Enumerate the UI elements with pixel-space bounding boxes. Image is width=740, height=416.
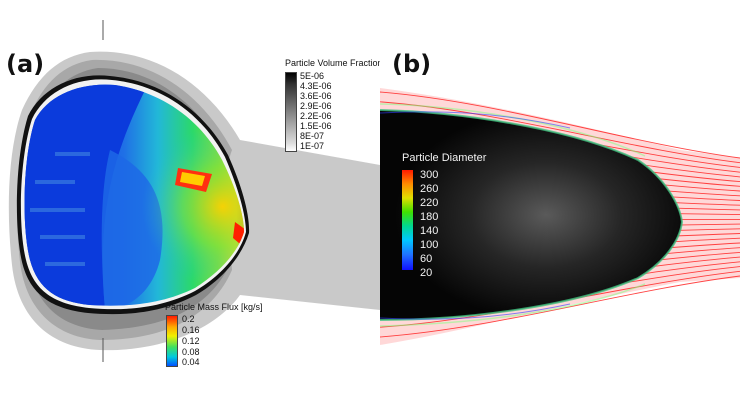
volume-fraction-legend-title: Particle Volume Fraction bbox=[285, 58, 380, 68]
diameter-tick: 300 bbox=[420, 169, 439, 181]
panel-a-label: (a) bbox=[6, 50, 45, 78]
panel-a: (a) Particle Volume Fraction 5E-06 4.3E-… bbox=[6, 20, 380, 367]
diameter-colorbar bbox=[402, 170, 413, 270]
vf-tick: 1E-07 bbox=[300, 141, 325, 151]
particle-trajectory-render bbox=[380, 88, 740, 345]
volume-fraction-colorbar bbox=[285, 72, 297, 152]
vf-tick: 5E-06 bbox=[300, 71, 325, 81]
diameter-tick: 140 bbox=[420, 225, 439, 237]
vf-tick: 2.9E-06 bbox=[300, 101, 332, 111]
panel-b: (b) Particle Diameter 300 260 220 180 14… bbox=[380, 0, 740, 416]
particle-streak bbox=[380, 91, 740, 159]
vf-tick: 3.6E-06 bbox=[300, 91, 332, 101]
mf-tick: 0.12 bbox=[182, 336, 200, 346]
mf-tick: 0.04 bbox=[182, 357, 200, 367]
mf-tick: 0.16 bbox=[182, 325, 200, 335]
vf-tick: 1.5E-06 bbox=[300, 121, 332, 131]
vf-tick: 4.3E-06 bbox=[300, 81, 332, 91]
diameter-tick: 100 bbox=[420, 239, 439, 251]
volume-fraction-render bbox=[8, 20, 380, 362]
vf-tick: 2.2E-06 bbox=[300, 111, 332, 121]
entry-body bbox=[380, 110, 682, 320]
mass-flux-legend-title: Particle Mass Flux [kg/s] bbox=[165, 302, 263, 312]
particle-streak bbox=[380, 275, 740, 338]
diameter-tick: 20 bbox=[420, 267, 433, 279]
vf-tick: 8E-07 bbox=[300, 131, 325, 141]
diameter-tick: 60 bbox=[420, 253, 433, 265]
panel-b-label: (b) bbox=[392, 50, 432, 78]
mf-tick: 0.08 bbox=[182, 347, 200, 357]
diameter-tick: 260 bbox=[420, 183, 439, 195]
diameter-tick: 220 bbox=[420, 197, 439, 209]
diameter-tick: 180 bbox=[420, 211, 439, 223]
diameter-legend-title: Particle Diameter bbox=[402, 152, 487, 164]
mass-flux-colorbar bbox=[166, 315, 178, 367]
mf-tick: 0.2 bbox=[182, 314, 195, 324]
